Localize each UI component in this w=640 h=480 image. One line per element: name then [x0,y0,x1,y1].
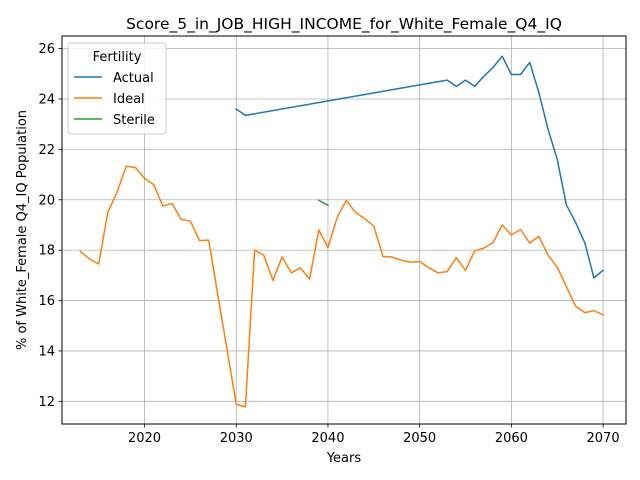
y-tick-label: 14 [38,344,55,359]
y-tick-label: 16 [38,294,55,309]
y-tick-label: 26 [38,42,55,57]
x-axis-label: Years [326,451,362,466]
x-tick-label: 2050 [403,431,436,446]
legend-title: Fertility [93,50,142,65]
legend-label-sterile: Sterile [113,113,155,128]
series-line-ideal [79,165,605,408]
legend-entries: Actual Ideal Sterile [74,71,155,128]
legend-label-actual: Actual [113,71,154,86]
x-tick-label: 2020 [128,431,161,446]
legend: Fertility Actual Ideal Sterile [67,42,167,135]
y-axis-label: % of White_Female Q4_IQ Population [15,110,30,350]
y-tick-label: 12 [38,395,55,410]
chart-title: Score_5_in_JOB_HIGH_INCOME_for_White_Fem… [126,15,562,34]
y-tick-label: 20 [38,193,55,208]
legend-label-ideal: Ideal [113,92,145,107]
series-line-actual [235,55,605,279]
x-tick-label: 2060 [495,431,528,446]
series-line-sterile [317,199,329,207]
y-tick-label: 22 [38,143,55,158]
legend-box [67,42,167,135]
series-lines [79,55,605,408]
x-tick-label: 2030 [220,431,253,446]
x-tick-label: 2040 [311,431,344,446]
plot-frame [61,35,627,425]
y-tick-label: 18 [38,244,55,259]
x-tick-label: 2070 [587,431,620,446]
y-tick-label: 24 [38,92,55,107]
ticks: 2020 2030 2040 2050 2060 2070 12 14 16 18 20 22 24 26 [38,42,619,446]
